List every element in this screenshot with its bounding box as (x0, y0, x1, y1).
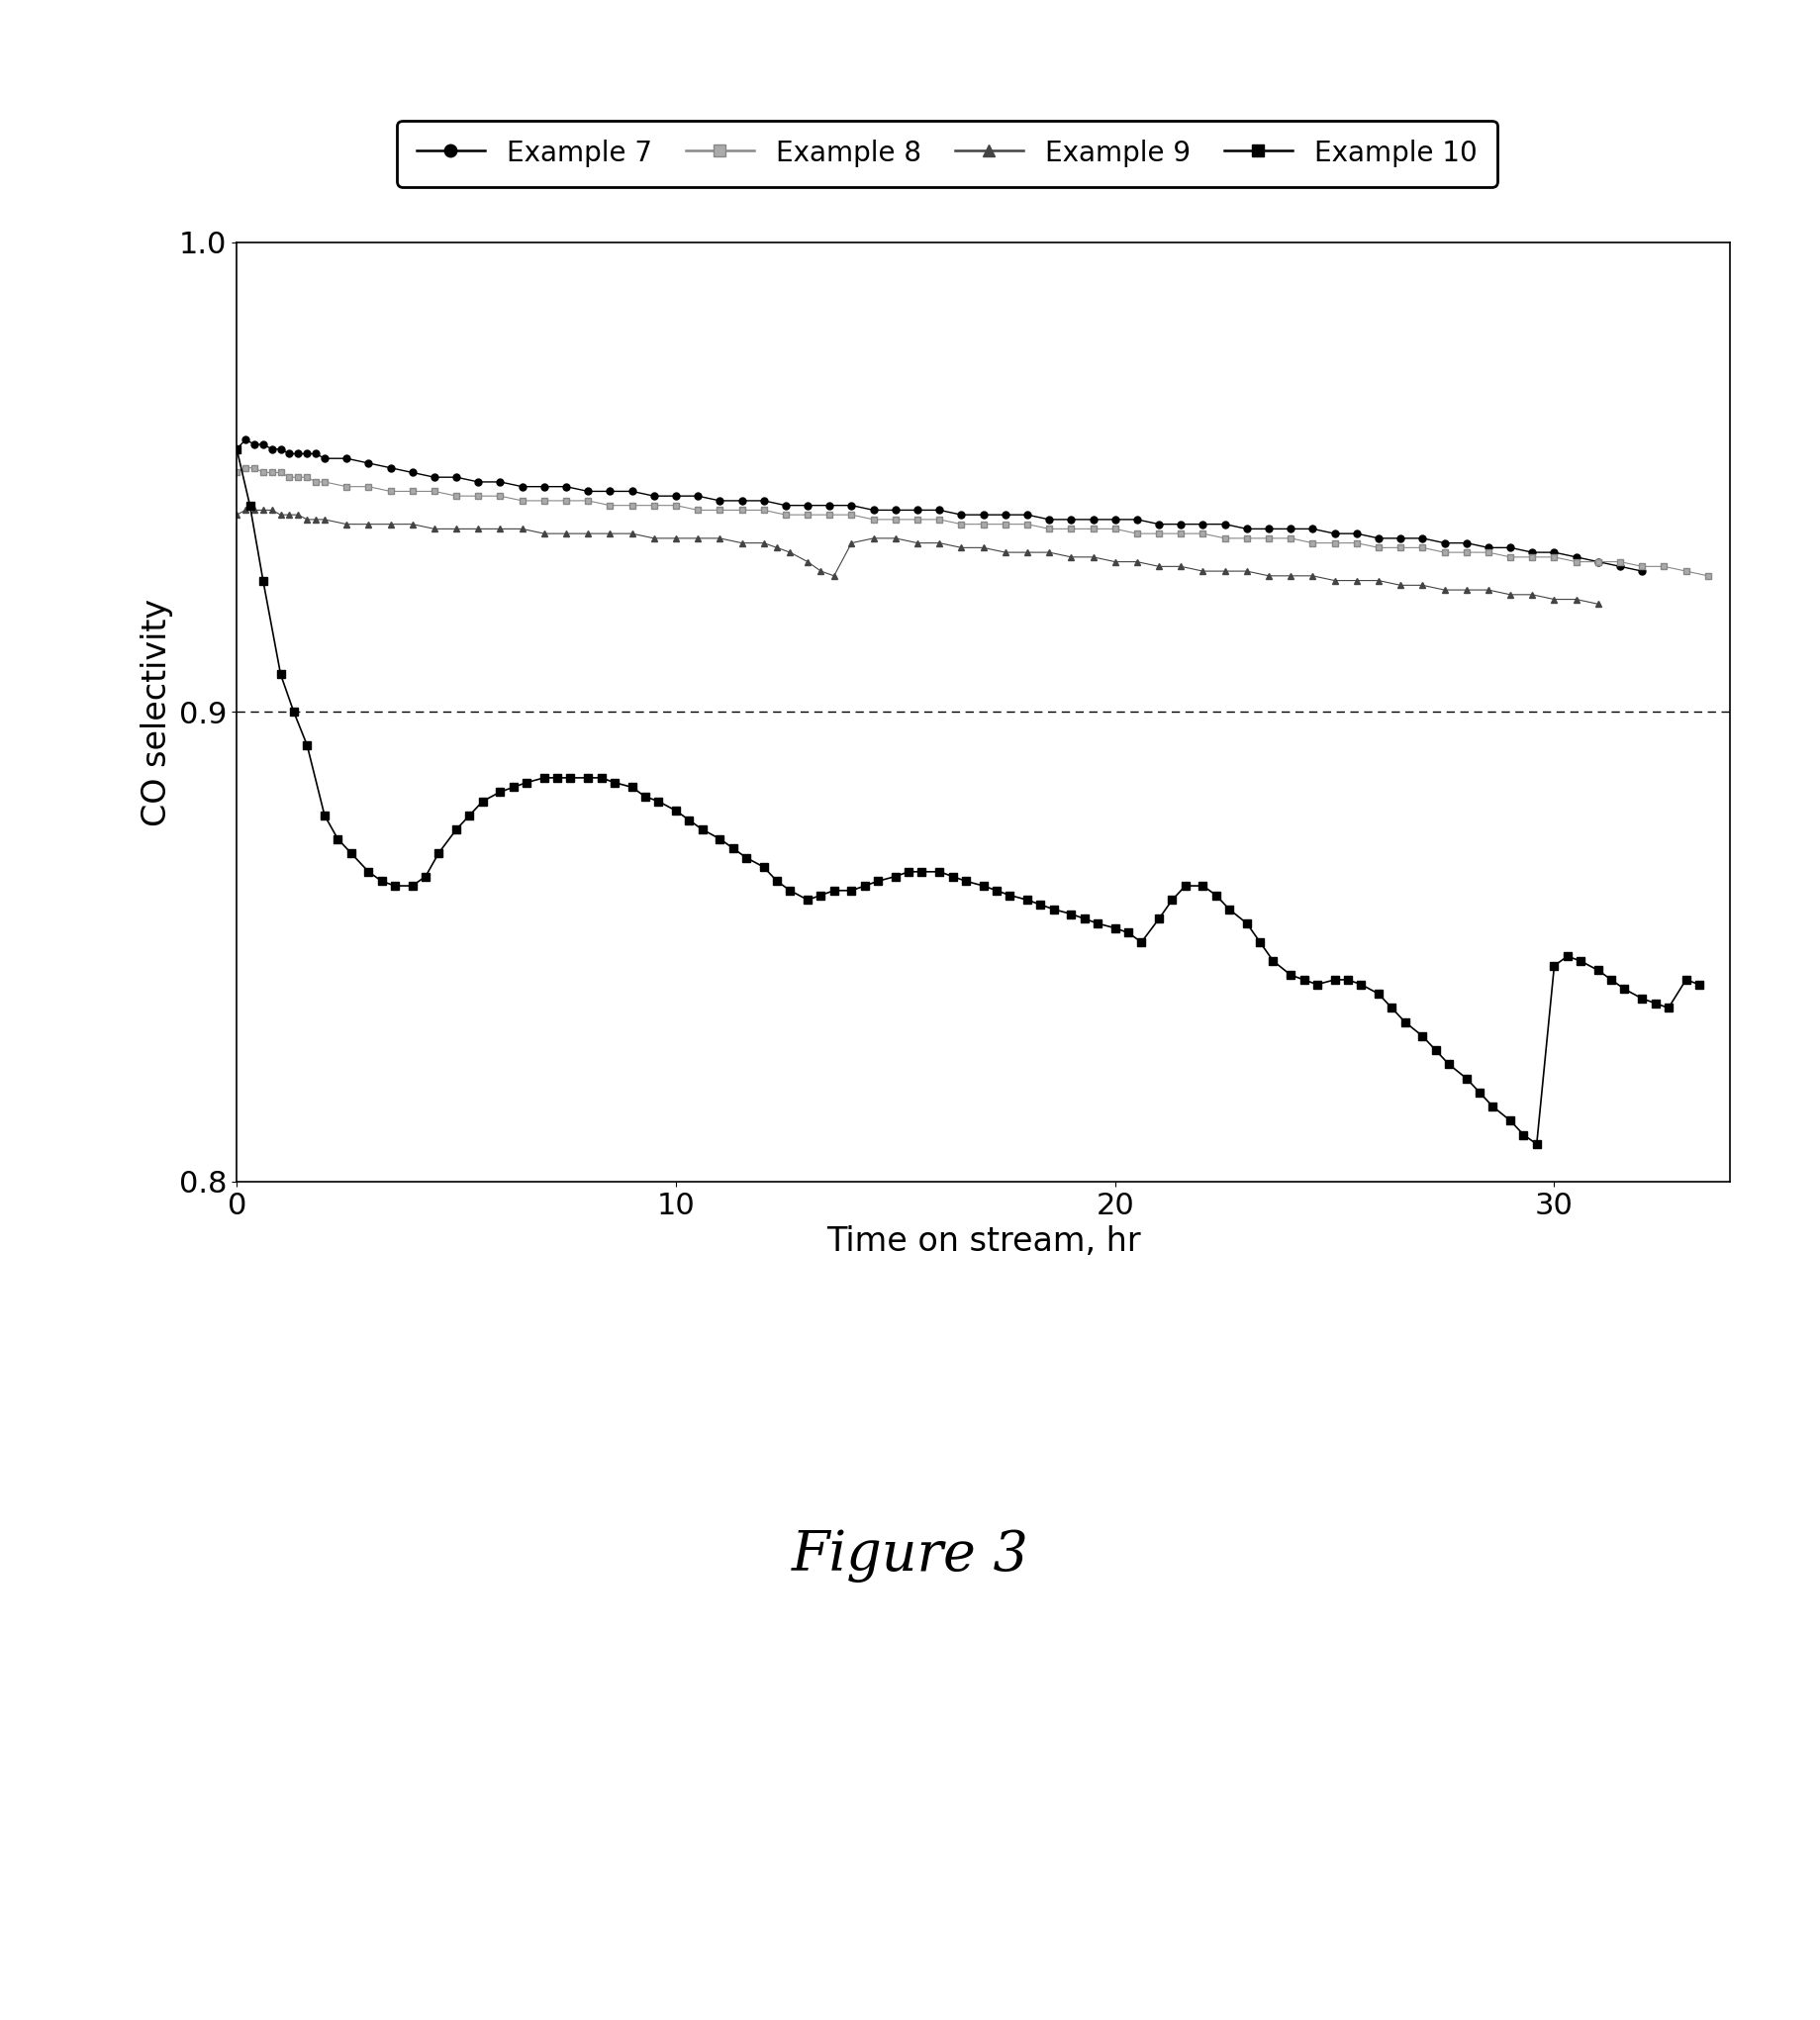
X-axis label: Time on stream, hr: Time on stream, hr (826, 1226, 1139, 1258)
Text: Figure 3: Figure 3 (792, 1529, 1028, 1582)
Legend: Example 7, Example 8, Example 9, Example 10: Example 7, Example 8, Example 9, Example… (397, 121, 1496, 186)
Y-axis label: CO selectivity: CO selectivity (140, 598, 173, 826)
